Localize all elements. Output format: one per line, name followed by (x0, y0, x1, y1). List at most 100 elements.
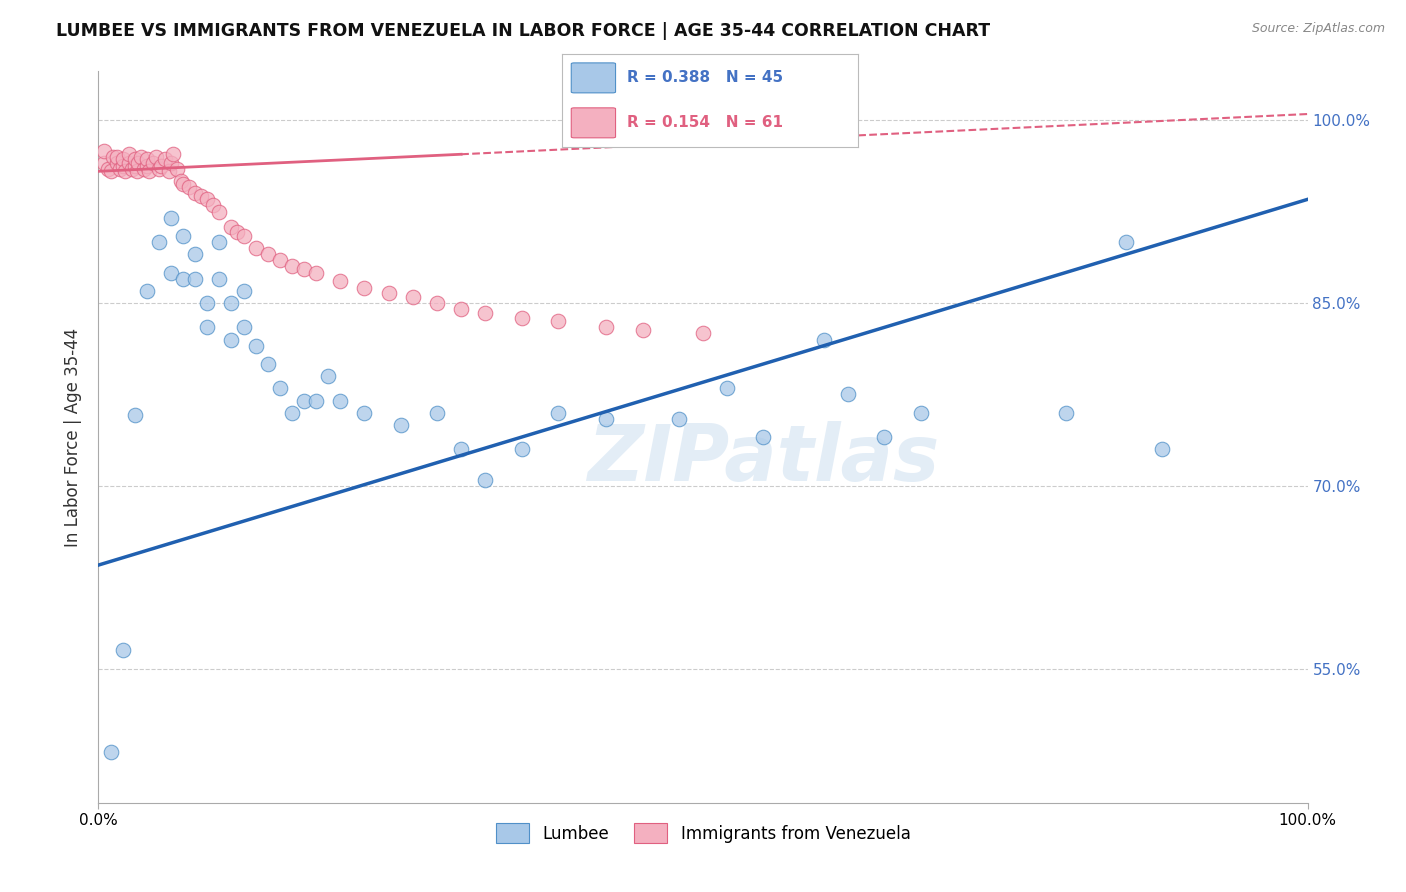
Point (547, 314, 569, 328)
Point (426, 406, 449, 420)
Point (474, 306, 496, 320)
Point (910, 406, 932, 420)
Point (118, 147, 141, 161)
Point (179, 180, 201, 194)
Point (1115, 235, 1137, 249)
Point (148, 161, 170, 176)
Point (1054, 406, 1077, 420)
Point (127, 155, 149, 169)
Point (172, 228, 194, 243)
Point (668, 412, 690, 426)
Text: Source: ZipAtlas.com: Source: ZipAtlas.com (1251, 22, 1385, 36)
Point (595, 320, 617, 334)
Point (353, 281, 375, 295)
Point (316, 369, 339, 384)
Point (127, 164, 149, 178)
Point (245, 241, 267, 255)
Point (169, 174, 191, 188)
Point (221, 333, 243, 347)
Point (142, 155, 165, 169)
Point (329, 393, 352, 408)
Point (232, 320, 254, 334)
Point (195, 296, 218, 310)
Point (305, 393, 328, 408)
Point (148, 235, 170, 249)
Point (150, 160, 173, 174)
Point (195, 320, 218, 334)
Point (101, 150, 124, 164)
Point (752, 430, 775, 444)
Text: ZIPatlas: ZIPatlas (588, 421, 939, 497)
Point (124, 408, 146, 422)
Point (377, 286, 399, 301)
Point (134, 161, 156, 176)
Point (93, 144, 115, 158)
Point (269, 253, 291, 268)
Point (716, 381, 738, 395)
Point (135, 284, 157, 298)
FancyBboxPatch shape (571, 108, 616, 138)
FancyBboxPatch shape (571, 63, 616, 93)
Point (111, 643, 134, 657)
Point (166, 161, 188, 176)
Legend: Lumbee, Immigrants from Venezuela: Lumbee, Immigrants from Venezuela (489, 817, 917, 849)
Point (111, 160, 134, 174)
Point (184, 271, 207, 285)
Text: LUMBEE VS IMMIGRANTS FROM VENEZUELA IN LABOR FORCE | AGE 35-44 CORRELATION CHART: LUMBEE VS IMMIGRANTS FROM VENEZUELA IN L… (56, 22, 990, 40)
Point (510, 310, 533, 325)
Point (450, 442, 472, 457)
Point (292, 261, 315, 276)
Point (595, 412, 617, 426)
Point (135, 152, 157, 166)
Point (813, 333, 835, 347)
Point (160, 211, 183, 225)
Point (105, 150, 128, 164)
Point (202, 198, 225, 212)
Point (631, 323, 654, 337)
Point (221, 220, 243, 235)
Point (172, 177, 194, 191)
Point (292, 393, 315, 408)
Point (108, 161, 131, 176)
Point (195, 192, 218, 206)
Point (129, 150, 152, 164)
Point (208, 204, 231, 219)
Point (162, 147, 184, 161)
Point (256, 247, 278, 261)
Point (402, 290, 425, 304)
Point (329, 274, 352, 288)
Point (100, 745, 122, 759)
Text: R = 0.388   N = 45: R = 0.388 N = 45 (627, 70, 783, 86)
Point (160, 155, 183, 169)
Point (450, 301, 472, 317)
Point (547, 406, 569, 420)
Point (232, 284, 254, 298)
Point (145, 150, 167, 164)
Y-axis label: In Labor Force | Age 35-44: In Labor Force | Age 35-44 (65, 327, 83, 547)
Point (172, 271, 194, 285)
Point (226, 225, 249, 239)
Point (157, 164, 180, 178)
Point (353, 406, 375, 420)
Point (118, 155, 141, 169)
Point (124, 160, 146, 174)
Point (221, 296, 243, 310)
Point (269, 381, 291, 395)
Point (245, 339, 267, 353)
Point (184, 186, 207, 201)
Point (474, 473, 496, 487)
Point (305, 265, 328, 279)
Point (190, 188, 212, 202)
Point (138, 164, 160, 178)
Point (1152, 442, 1174, 457)
Text: R = 0.154   N = 61: R = 0.154 N = 61 (627, 115, 783, 130)
Point (873, 430, 896, 444)
Point (281, 260, 304, 274)
Point (124, 152, 146, 166)
Point (256, 357, 278, 371)
Point (111, 152, 134, 166)
Point (160, 265, 183, 279)
Point (153, 152, 176, 166)
Point (114, 164, 136, 178)
Point (389, 417, 412, 432)
